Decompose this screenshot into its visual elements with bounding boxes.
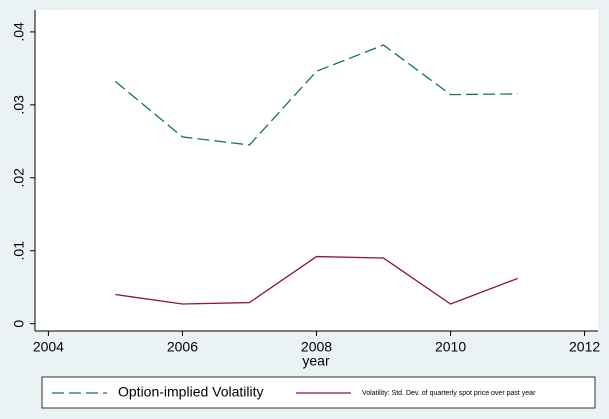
series-line: [115, 44, 518, 146]
x-tick-label: 2008: [301, 339, 332, 355]
plot-area: [35, 10, 598, 331]
x-axis-label: year: [302, 353, 330, 369]
series-line: [115, 255, 518, 305]
legend-label: Volatility: Std. Dev. of quarterly spot …: [362, 390, 536, 397]
y-tick-label: 0: [11, 320, 27, 328]
y-tick-label: .04: [11, 22, 27, 42]
legend-label: Option-implied Volatility: [118, 384, 264, 400]
x-tick-label: 2010: [435, 339, 466, 355]
y-tick-label: .03: [11, 95, 27, 115]
x-tick-label: 2012: [569, 339, 600, 355]
y-tick-label: .01: [11, 241, 27, 261]
y-tick-label: .02: [11, 168, 27, 188]
x-tick-label: 2006: [167, 339, 198, 355]
x-tick-label: 2004: [33, 339, 64, 355]
